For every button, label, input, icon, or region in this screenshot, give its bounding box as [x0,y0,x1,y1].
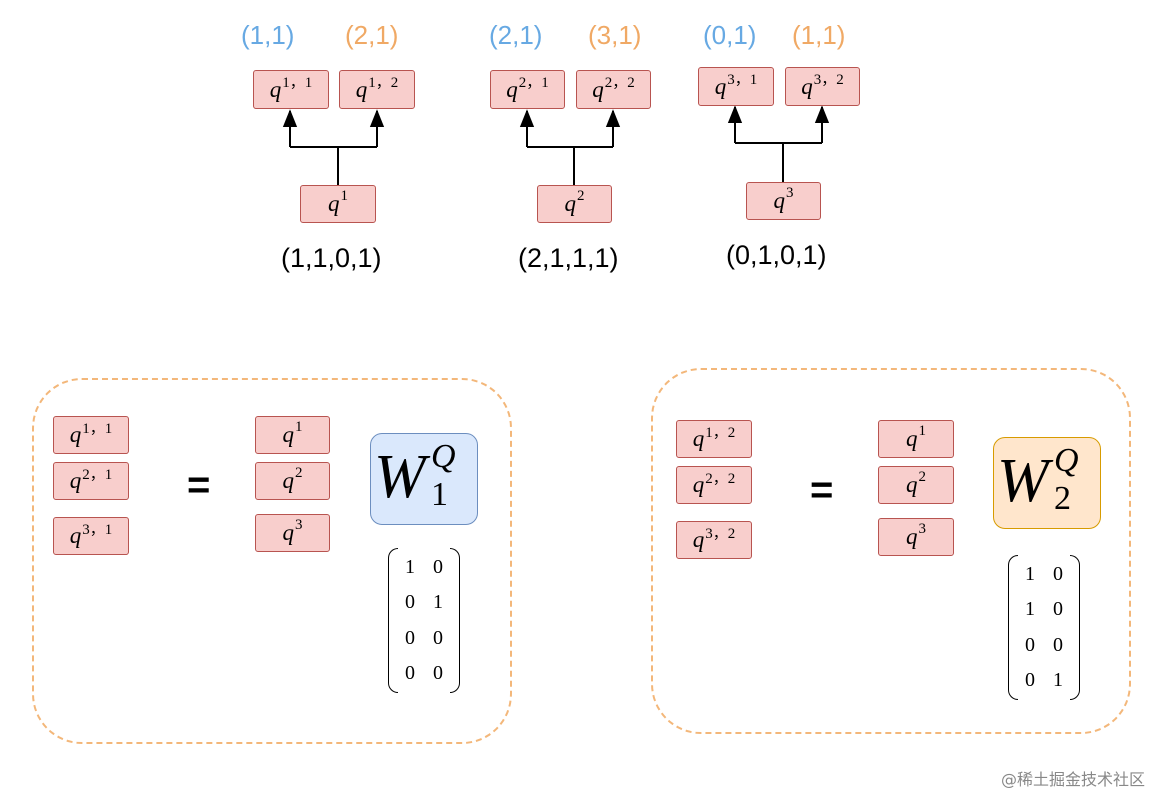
coord-label-left: (1,1) [241,20,295,50]
lhs-node: q 1，2 [676,420,752,458]
coord-label-left: (2,1) [489,20,543,50]
coord-label-left: (0,1) [703,20,757,50]
node-q2-2: q 2，2 [576,70,651,109]
lhs-node: q 2，2 [676,466,752,504]
matrix-cell: 1 [1025,563,1035,586]
matrix-cell: 0 [1053,563,1063,586]
matrix-cell: 0 [1053,633,1063,656]
coord-label-right: (1,1) [792,20,846,50]
matrix-cell: 1 [1053,668,1063,691]
node-q1-1: q 1，1 [253,70,329,109]
matrix-cell: 0 [405,591,415,614]
lhs-node: q 3，1 [53,517,129,555]
matrix-cell: 0 [1025,633,1035,656]
weight-matrix-w1q: W Q 1 [370,433,478,525]
vector-label: (2,1,1,1) [518,243,619,273]
coord-label-right: (2,1) [345,20,399,50]
matrix-cell: 0 [405,661,415,684]
matrix-cell: 1 [1025,598,1035,621]
weight-matrix-w2q: W Q 2 [993,437,1101,529]
coord-label-right: (3,1) [588,20,642,50]
node-q3-2: q 3，2 [785,67,860,106]
weight-panel-1 [32,378,512,744]
matrix-cell: 0 [405,626,415,649]
equals-sign: = [187,463,211,507]
matrix-cell: 0 [1053,598,1063,621]
watermark: @稀土掘金技术社区 [1000,770,1145,789]
node-q3-1: q 3，1 [698,67,774,106]
matrix-cell: 0 [433,626,443,649]
matrix-cell: 1 [433,591,443,614]
binary-matrix: 1 0 0 1 0 0 0 0 [388,548,460,693]
lhs-node: q 1，1 [53,416,129,454]
binary-matrix: 1 0 1 0 0 0 0 1 [1008,555,1080,700]
lhs-node: q 3，2 [676,521,752,559]
equals-sign: = [810,468,834,512]
matrix-cell: 0 [433,661,443,684]
node-q1-2: q 1，2 [339,70,415,109]
weight-panel-2 [651,368,1131,734]
lhs-node: q 2，1 [53,462,129,500]
matrix-cell: 0 [1025,668,1035,691]
vector-label: (1,1,0,1) [281,243,382,273]
vector-label: (0,1,0,1) [726,240,827,270]
matrix-cell: 1 [405,556,415,579]
matrix-cell: 0 [433,556,443,579]
node-q2-1: q 2，1 [490,70,565,109]
